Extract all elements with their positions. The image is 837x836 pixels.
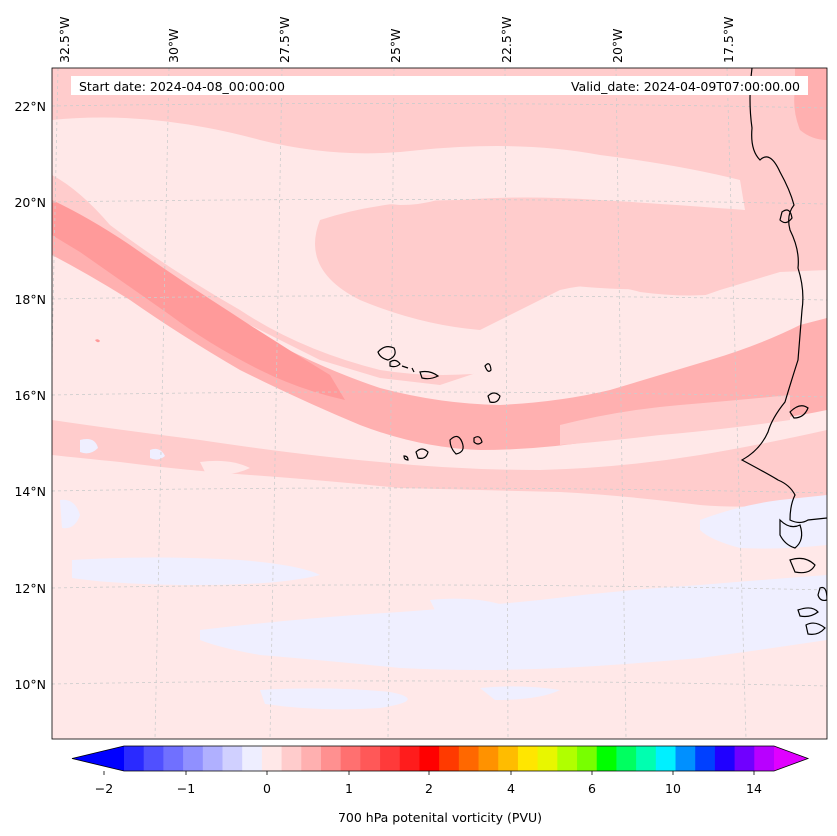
lon-label: 27.5°W <box>277 17 292 63</box>
lat-label: 20°N <box>14 195 46 210</box>
lat-label: 14°N <box>14 484 46 499</box>
cbar-tick-label: 6 <box>588 781 596 796</box>
colorbar-segment <box>715 746 735 771</box>
valid-date-text: Valid_date: 2024-04-09T07:00:00.00 <box>571 79 800 94</box>
lat-label: 10°N <box>14 677 46 692</box>
colorbar-segment <box>557 746 577 771</box>
colorbar-segment <box>419 746 439 771</box>
colorbar-segment <box>538 746 558 771</box>
colorbar-tick-labels: −2 −1 0 1 2 4 6 10 14 <box>95 781 762 796</box>
colorbar-segment <box>754 746 774 771</box>
colorbar-segment <box>577 746 597 771</box>
colorbar-segment <box>735 746 755 771</box>
colorbar-segment <box>360 746 380 771</box>
colorbar-segment <box>282 746 302 771</box>
lon-label: 30°W <box>166 28 181 63</box>
longitude-labels: 32.5°W 30°W 27.5°W 25°W 22.5°W 20°W 17.5… <box>57 17 736 63</box>
lat-label: 12°N <box>14 581 46 596</box>
colorbar-segment <box>656 746 676 771</box>
colorbar-extend-min <box>72 746 124 771</box>
cbar-tick-label: −2 <box>95 781 113 796</box>
cbar-tick-label: 1 <box>345 781 353 796</box>
colorbar-segment <box>616 746 636 771</box>
lon-label: 17.5°W <box>721 17 736 63</box>
colorbar-segment <box>163 746 183 771</box>
colorbar-segment <box>439 746 459 771</box>
colorbar-segment <box>321 746 341 771</box>
colorbar-segment <box>676 746 696 771</box>
colorbar-segment <box>518 746 538 771</box>
colorbar-segment <box>479 746 499 771</box>
colorbar-segment <box>242 746 262 771</box>
map-figure: Start date: 2024-04-08_00:00:00 Valid_da… <box>0 0 837 836</box>
latitude-labels: 22°N 20°N 18°N 16°N 14°N 12°N 10°N <box>14 99 46 692</box>
pv-field <box>44 68 827 739</box>
cbar-tick-label: 10 <box>665 781 681 796</box>
colorbar-segment <box>380 746 400 771</box>
colorbar-segment <box>498 746 518 771</box>
colorbar-segment <box>124 746 144 771</box>
colorbar-segment <box>144 746 164 771</box>
colorbar-segment <box>203 746 223 771</box>
lon-label: 22.5°W <box>499 17 514 63</box>
colorbar-segment <box>597 746 617 771</box>
cbar-tick-label: 4 <box>507 781 515 796</box>
colorbar-segment <box>183 746 203 771</box>
colorbar-segment <box>222 746 242 771</box>
colorbar <box>72 746 808 771</box>
colorbar-label: 700 hPa potenital vorticity (PVU) <box>338 810 542 825</box>
colorbar-segment <box>459 746 479 771</box>
colorbar-segment <box>400 746 420 771</box>
start-date-text: Start date: 2024-04-08_00:00:00 <box>79 79 285 94</box>
colorbar-extend-max <box>774 746 808 771</box>
cbar-tick-label: 2 <box>425 781 433 796</box>
cbar-tick-label: 0 <box>263 781 271 796</box>
cbar-tick-label: 14 <box>746 781 762 796</box>
lon-label: 20°W <box>610 28 625 63</box>
colorbar-segment <box>301 746 321 771</box>
lat-label: 18°N <box>14 292 46 307</box>
lon-label: 32.5°W <box>57 17 72 63</box>
colorbar-segment <box>695 746 715 771</box>
colorbar-ticks <box>104 771 754 775</box>
lon-label: 25°W <box>388 28 403 63</box>
lat-label: 22°N <box>14 99 46 114</box>
cbar-tick-label: −1 <box>177 781 195 796</box>
lat-label: 16°N <box>14 388 46 403</box>
colorbar-segment <box>262 746 282 771</box>
colorbar-segment <box>341 746 361 771</box>
colorbar-segment <box>636 746 656 771</box>
